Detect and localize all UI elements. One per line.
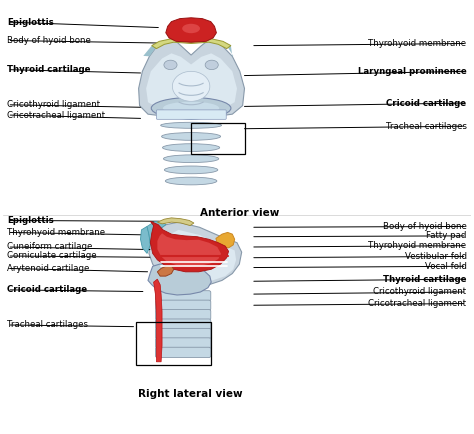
FancyBboxPatch shape xyxy=(155,329,211,339)
Text: Cricoid cartilage: Cricoid cartilage xyxy=(386,99,466,108)
FancyBboxPatch shape xyxy=(155,300,211,310)
Text: Vestibular fold: Vestibular fold xyxy=(404,252,466,261)
Text: Vocal fold: Vocal fold xyxy=(425,262,466,271)
Polygon shape xyxy=(152,39,231,49)
Polygon shape xyxy=(154,279,162,362)
Polygon shape xyxy=(216,233,235,248)
Polygon shape xyxy=(147,221,166,245)
Polygon shape xyxy=(157,218,194,226)
Polygon shape xyxy=(227,46,233,56)
Text: Arytenoid cartilage: Arytenoid cartilage xyxy=(8,264,90,273)
FancyBboxPatch shape xyxy=(155,347,211,358)
Polygon shape xyxy=(148,263,211,295)
FancyBboxPatch shape xyxy=(155,338,211,348)
Text: Body of hyoid bone: Body of hyoid bone xyxy=(8,36,91,45)
Text: Tracheal cartilages: Tracheal cartilages xyxy=(8,320,89,329)
Ellipse shape xyxy=(164,60,177,69)
FancyBboxPatch shape xyxy=(155,291,211,301)
Text: Corniculate cartilage: Corniculate cartilage xyxy=(8,251,97,260)
Text: Epiglottis: Epiglottis xyxy=(8,216,54,225)
Text: Cricotracheal ligament: Cricotracheal ligament xyxy=(8,111,106,119)
Ellipse shape xyxy=(173,71,210,101)
Polygon shape xyxy=(166,18,217,42)
Ellipse shape xyxy=(164,155,219,163)
Ellipse shape xyxy=(182,24,200,33)
Polygon shape xyxy=(140,227,150,253)
FancyBboxPatch shape xyxy=(156,110,226,119)
Polygon shape xyxy=(149,222,242,286)
Text: Thyroid cartilage: Thyroid cartilage xyxy=(383,275,466,284)
FancyBboxPatch shape xyxy=(155,319,211,329)
Ellipse shape xyxy=(163,144,219,151)
FancyBboxPatch shape xyxy=(155,309,211,320)
Polygon shape xyxy=(143,46,157,56)
Polygon shape xyxy=(157,266,174,276)
Polygon shape xyxy=(150,221,228,272)
Text: Laryngeal prominence: Laryngeal prominence xyxy=(358,67,466,76)
Text: Tracheal cartilages: Tracheal cartilages xyxy=(385,122,466,131)
Text: Thyroid cartilage: Thyroid cartilage xyxy=(8,65,91,74)
Ellipse shape xyxy=(205,60,218,69)
Bar xyxy=(191,123,245,154)
Ellipse shape xyxy=(163,102,219,115)
Polygon shape xyxy=(157,230,236,282)
Text: Cricotracheal ligament: Cricotracheal ligament xyxy=(368,299,466,308)
Ellipse shape xyxy=(161,122,221,128)
Text: Cricothyroid ligament: Cricothyroid ligament xyxy=(8,100,100,109)
Text: Anterior view: Anterior view xyxy=(200,208,280,218)
Text: Cricoid cartilage: Cricoid cartilage xyxy=(8,285,88,294)
Ellipse shape xyxy=(165,177,217,185)
Text: Right lateral view: Right lateral view xyxy=(138,388,243,398)
Polygon shape xyxy=(138,39,245,119)
Text: Thyrohyoid membrane: Thyrohyoid membrane xyxy=(368,241,466,250)
Bar xyxy=(136,322,211,365)
Text: Cuneiform cartilage: Cuneiform cartilage xyxy=(8,243,93,251)
Text: Body of hyoid bone: Body of hyoid bone xyxy=(383,222,466,231)
Text: Thyrohyoid membrane: Thyrohyoid membrane xyxy=(368,39,466,48)
Ellipse shape xyxy=(162,133,220,140)
Polygon shape xyxy=(157,233,221,267)
Text: Thyrohyoid membrane: Thyrohyoid membrane xyxy=(8,228,106,237)
Ellipse shape xyxy=(151,98,231,119)
Polygon shape xyxy=(146,53,237,113)
Ellipse shape xyxy=(164,166,218,174)
Text: Cricothyroid ligament: Cricothyroid ligament xyxy=(374,287,466,296)
Text: Epiglottis: Epiglottis xyxy=(8,17,54,26)
Text: Fatty pad: Fatty pad xyxy=(426,231,466,240)
